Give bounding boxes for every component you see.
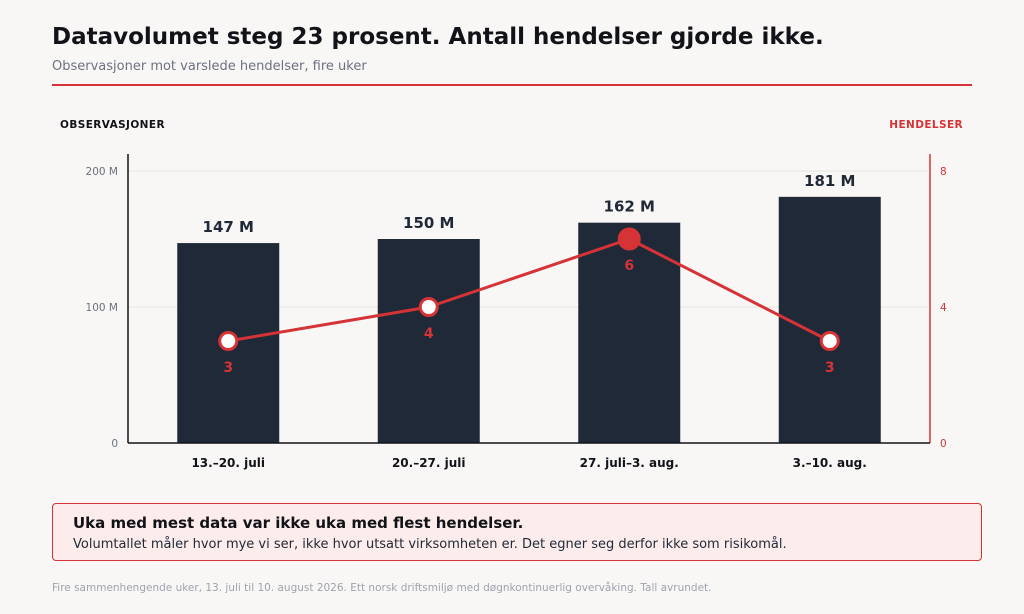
page-subtitle: Observasjoner mot varslede hendelser, fi… <box>52 59 367 74</box>
bar <box>578 222 681 443</box>
incident-point <box>819 331 840 351</box>
footnote: Fire sammenhengende uker, 13. juli til 1… <box>52 582 712 594</box>
category-label: 27. juli–3. aug. <box>580 456 679 470</box>
callout-title: Uka med mest data var ikke uka med flest… <box>73 514 524 532</box>
right-tick-label: 8 <box>940 166 947 178</box>
incident-line <box>227 237 831 343</box>
bar-value-label: 150 M <box>403 214 454 232</box>
right-tick-label: 0 <box>940 438 947 450</box>
bar-value-label: 181 M <box>804 172 855 190</box>
incident-point <box>218 331 239 351</box>
left-tick-label: 0 <box>111 438 118 450</box>
page-title: Datavolumet steg 23 prosent. Antall hend… <box>52 24 824 50</box>
incident-point <box>418 297 439 317</box>
left-tick-label: 100 M <box>86 302 118 314</box>
callout-body: Volumtallet måler hvor mye vi ser, ikke … <box>73 537 787 552</box>
left-tick-label: 200 M <box>86 166 118 178</box>
bar-value-label: 147 M <box>203 218 254 236</box>
insight-callout: Uka med mest data var ikke uka med flest… <box>52 503 982 561</box>
right-axis-title: HENDELSER <box>889 119 963 131</box>
category-label: 13.–20. juli <box>191 456 265 470</box>
title-divider <box>52 84 972 86</box>
incident-point <box>617 227 641 251</box>
incident-value-label: 3 <box>825 360 835 376</box>
bar <box>778 196 881 443</box>
category-label: 3.–10. aug. <box>793 456 867 470</box>
incident-value-label: 6 <box>624 258 634 274</box>
left-axis-title: OBSERVASJONER <box>60 119 165 131</box>
category-label: 20.–27. juli <box>392 456 466 470</box>
incident-value-label: 4 <box>424 326 434 342</box>
bar <box>377 239 480 443</box>
combo-chart: OBSERVASJONER HENDELSER 0 100 M 200 M 0 4 8 147 … <box>60 119 963 470</box>
incident-value-label: 3 <box>223 360 233 376</box>
bar-value-label: 162 M <box>604 198 655 216</box>
right-tick-label: 4 <box>940 302 947 314</box>
